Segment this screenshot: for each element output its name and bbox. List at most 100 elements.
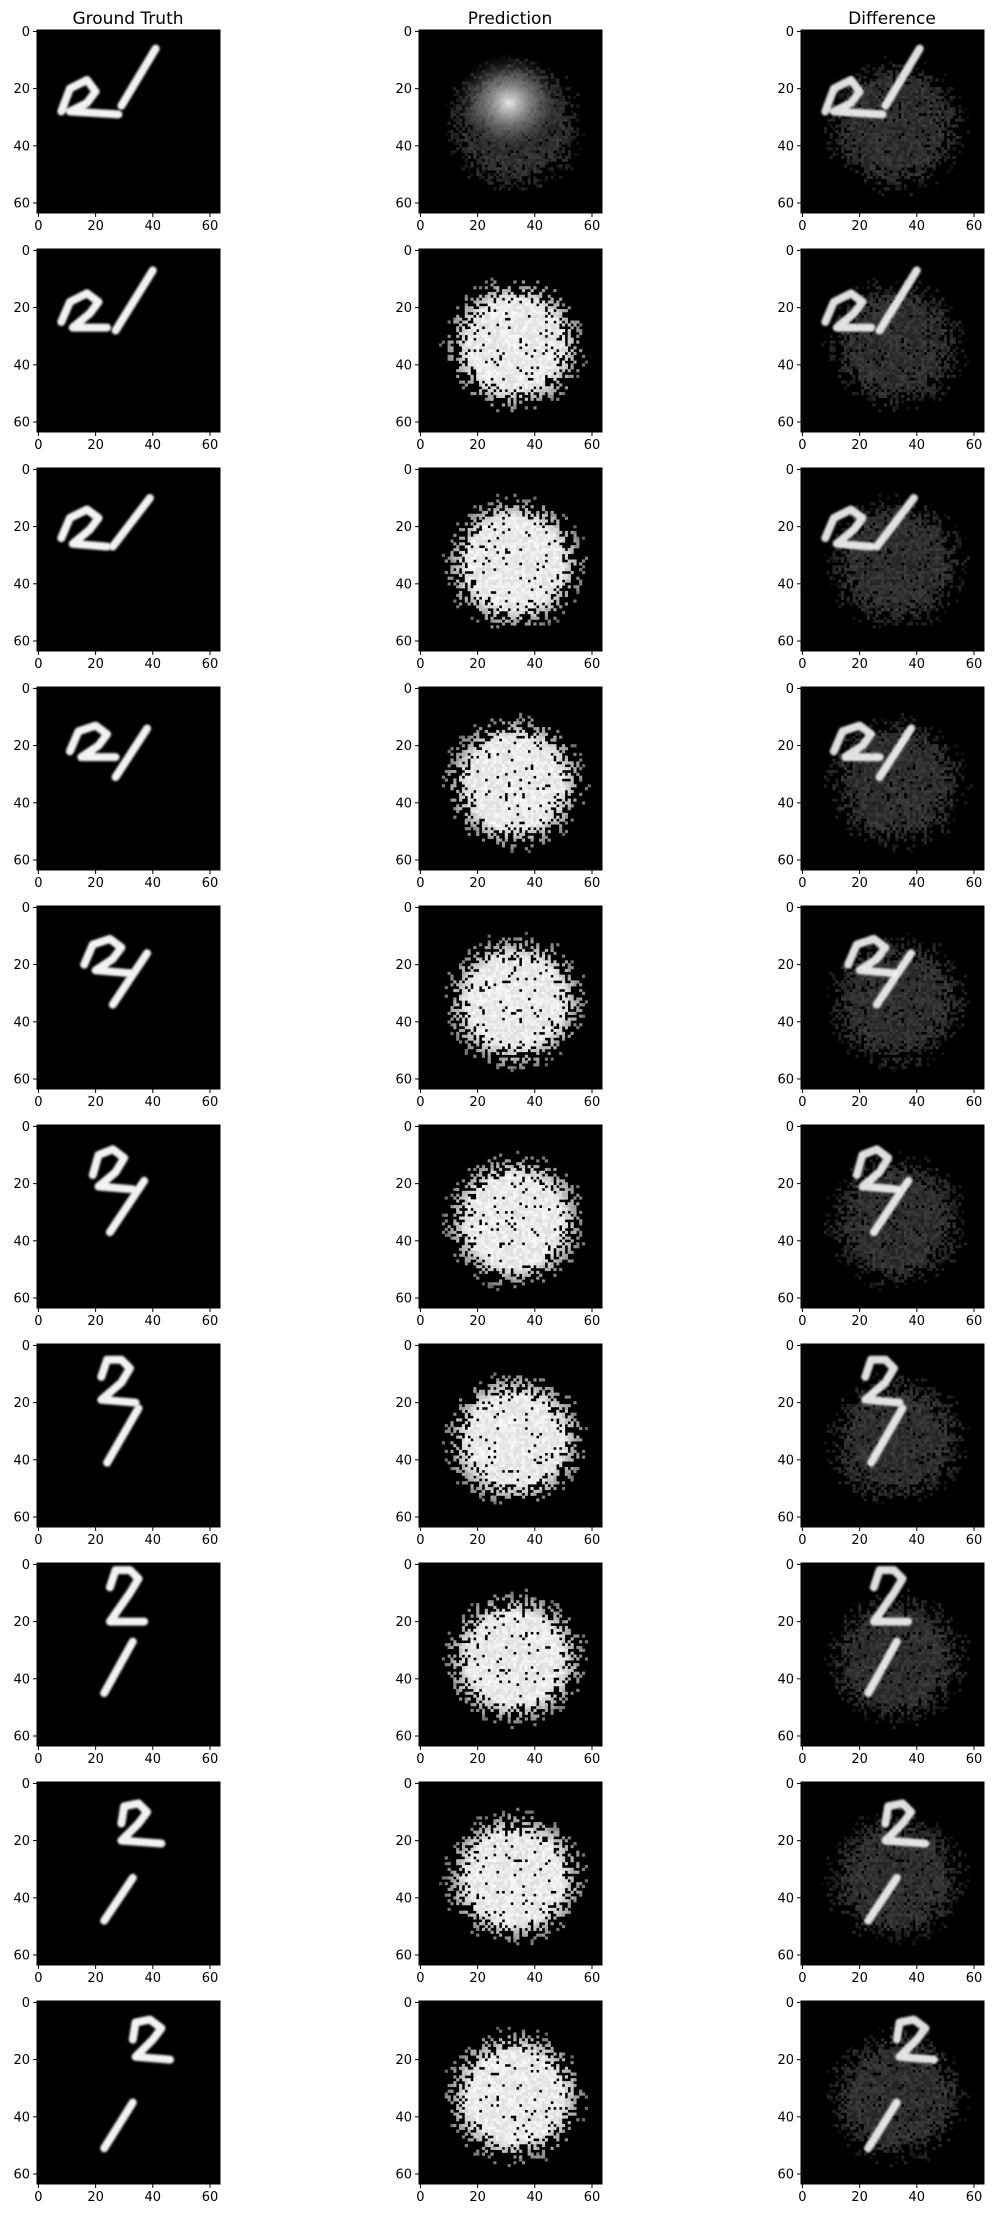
prediction-pixel <box>909 343 913 347</box>
prediction-pixel <box>487 369 491 373</box>
prediction-pixel <box>473 519 477 523</box>
prediction-pixel <box>889 351 893 356</box>
prediction-pixel <box>481 320 486 324</box>
prediction-pixel <box>846 132 850 137</box>
prediction-pixel <box>470 150 474 154</box>
prediction-pixel <box>484 306 488 310</box>
prediction-pixel <box>895 92 899 97</box>
prediction-pixel <box>883 369 888 373</box>
prediction-pixel <box>912 150 916 154</box>
prediction-pixel <box>912 294 916 298</box>
prediction-pixel <box>567 155 571 159</box>
prediction-pixel <box>553 144 557 148</box>
prediction-pixel <box>903 357 908 361</box>
prediction-pixel <box>496 343 500 347</box>
prediction-pixel <box>547 317 551 321</box>
x-tick-label: 40 <box>909 219 926 234</box>
prediction-pixel <box>547 346 551 350</box>
prediction-pixel <box>923 110 928 114</box>
prediction-pixel <box>832 349 836 353</box>
prediction-pixel <box>464 349 468 353</box>
digit-one-stroke <box>875 266 921 335</box>
prediction-pixel <box>484 380 488 384</box>
prediction-pixel <box>878 340 882 344</box>
prediction-pixel <box>838 317 842 321</box>
prediction-pixel <box>547 351 551 356</box>
prediction-pixel <box>929 75 933 79</box>
prediction-pixel <box>516 510 520 515</box>
prediction-pixel <box>883 386 888 390</box>
prediction-pixel <box>949 369 953 373</box>
prediction-pixel <box>881 152 885 157</box>
prediction-pixel <box>915 309 919 313</box>
prediction-pixel <box>932 127 936 131</box>
prediction-pixel <box>467 343 471 347</box>
prediction-pixel <box>901 112 905 117</box>
prediction-pixel <box>444 104 448 108</box>
prediction-pixel <box>898 144 902 148</box>
prediction-pixel <box>493 323 497 327</box>
prediction-pixel <box>504 309 508 313</box>
prediction-pixel <box>539 291 543 296</box>
prediction-pixel <box>921 87 925 91</box>
prediction-pixel <box>866 104 870 108</box>
prediction-pixel <box>932 391 936 396</box>
prediction-pixel <box>861 371 865 376</box>
prediction-pixel <box>470 391 474 396</box>
prediction-pixel <box>513 314 517 318</box>
prediction-pixel <box>490 277 494 281</box>
prediction-pixel <box>889 371 893 376</box>
prediction-pixel <box>892 394 896 398</box>
prediction-pixel <box>524 314 528 318</box>
prediction-pixel <box>544 513 548 517</box>
prediction-pixel <box>926 84 930 88</box>
prediction-pixel <box>519 366 523 370</box>
prediction-pixel <box>895 118 899 122</box>
prediction-pixel <box>481 366 486 370</box>
prediction-pixel <box>866 92 870 97</box>
prediction-pixel <box>949 334 953 338</box>
prediction-pixel <box>861 144 865 148</box>
prediction-pixel <box>898 380 902 384</box>
prediction-pixel <box>459 340 463 344</box>
prediction-pixel <box>547 366 551 370</box>
prediction-pixel <box>530 505 534 509</box>
prediction-pixel <box>481 297 486 301</box>
prediction-pixel <box>889 334 893 338</box>
prediction-pixel <box>533 363 537 367</box>
prediction-pixel <box>898 371 902 376</box>
prediction-pixel <box>901 118 905 122</box>
prediction-pixel <box>881 135 885 139</box>
prediction-pixel <box>926 107 930 111</box>
prediction-pixel <box>473 155 477 159</box>
prediction-pixel <box>487 323 491 327</box>
prediction-pixel <box>510 331 514 336</box>
prediction-pixel <box>941 354 945 358</box>
prediction-pixel <box>878 150 882 154</box>
prediction-pixel <box>507 323 511 327</box>
prediction-pixel <box>519 516 523 520</box>
prediction-pixel <box>461 354 466 358</box>
prediction-pixel <box>852 150 856 154</box>
prediction-pixel <box>561 366 566 370</box>
prediction-pixel <box>912 90 916 94</box>
prediction-pixel <box>903 317 908 321</box>
prediction-pixel <box>901 121 905 125</box>
prediction-pixel <box>481 150 486 154</box>
prediction-pixel <box>556 150 560 154</box>
prediction-pixel <box>872 158 876 162</box>
prediction-pixel <box>519 331 523 336</box>
prediction-pixel <box>519 314 523 318</box>
prediction-pixel <box>921 369 925 373</box>
prediction-pixel <box>946 170 950 174</box>
prediction-pixel <box>869 98 873 102</box>
prediction-pixel <box>470 351 474 356</box>
prediction-pixel <box>872 369 876 373</box>
prediction-pixel <box>915 112 919 117</box>
prediction-pixel <box>883 343 888 347</box>
prediction-pixel <box>849 306 853 310</box>
prediction-pixel <box>918 346 922 350</box>
prediction-pixel <box>866 101 870 105</box>
prediction-pixel <box>838 357 842 361</box>
